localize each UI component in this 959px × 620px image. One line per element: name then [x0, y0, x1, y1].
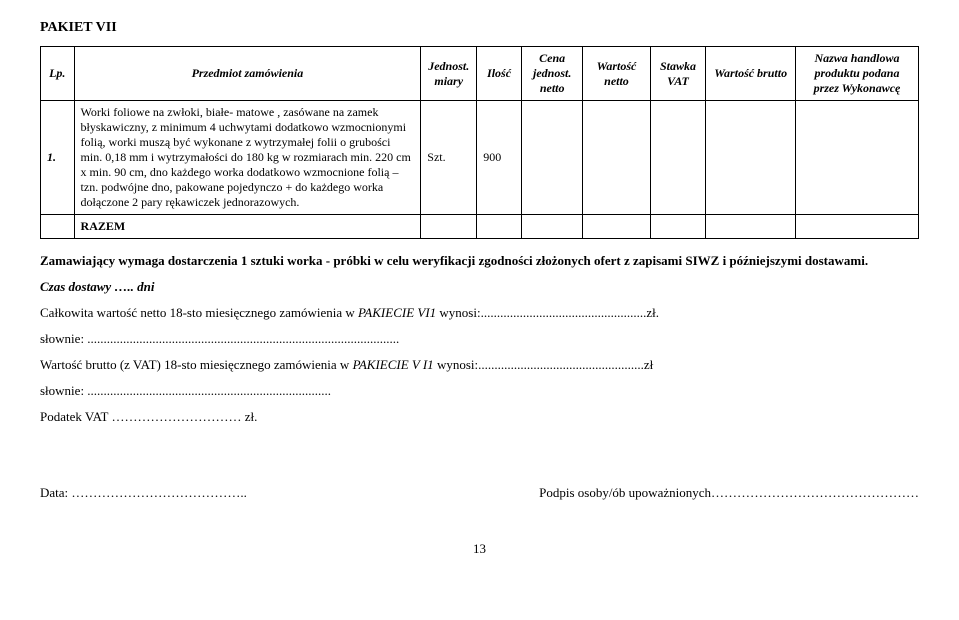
cell-empty: [41, 215, 75, 239]
order-table: Lp. Przedmiot zamówienia Jednost. miary …: [40, 46, 919, 239]
col-stawka: Stawka VAT: [650, 47, 706, 101]
header-row: Lp. Przedmiot zamówienia Jednost. miary …: [41, 47, 919, 101]
cell-unit: Szt.: [421, 101, 477, 215]
brutto-prefix: Wartość brutto (z VAT) 18-sto miesięczne…: [40, 357, 353, 372]
calkowita-prefix: Całkowita wartość netto 18-sto miesięczn…: [40, 305, 358, 320]
cell-empty: [583, 215, 650, 239]
cell-cena: [521, 101, 583, 215]
col-wnetto: Wartość netto: [583, 47, 650, 101]
slownie1: słownie: ...............................…: [40, 331, 919, 347]
cell-empty: [650, 215, 706, 239]
wymaga-text: Zamawiający wymaga dostarczenia 1 sztuki…: [40, 253, 919, 269]
cell-desc: Worki foliowe na zwłoki, białe- matowe ,…: [74, 101, 421, 215]
calkowita-pak: PAKIECIE VI1: [358, 305, 436, 320]
section-title: PAKIET VII: [40, 20, 919, 36]
table-row: 1. Worki foliowe na zwłoki, białe- matow…: [41, 101, 919, 215]
col-jednost: Jednost. miary: [421, 47, 477, 101]
cell-empty: [477, 215, 522, 239]
col-nazwa: Nazwa handlowa produktu podana przez Wyk…: [795, 47, 918, 101]
cell-razem: RAZEM: [74, 215, 421, 239]
cell-empty: [795, 215, 918, 239]
col-ilosc: Ilość: [477, 47, 522, 101]
razem-row: RAZEM: [41, 215, 919, 239]
brutto-suffix: wynosi:.................................…: [434, 357, 654, 372]
brutto-line: Wartość brutto (z VAT) 18-sto miesięczne…: [40, 357, 919, 373]
calkowita-suffix: wynosi:.................................…: [436, 305, 659, 320]
footer: Data: ………………………………….. Podpis osoby/ób up…: [40, 485, 919, 501]
cell-lp: 1.: [41, 101, 75, 215]
cell-wbrutto: [706, 101, 795, 215]
col-przedmiot: Przedmiot zamówienia: [74, 47, 421, 101]
col-wbrutto: Wartość brutto: [706, 47, 795, 101]
data-field: Data: …………………………………..: [40, 485, 247, 501]
czas-dostawy: Czas dostawy ….. dni: [40, 279, 919, 295]
brutto-pak: PAKIECIE V I1: [353, 357, 434, 372]
slownie2: słownie: ...............................…: [40, 383, 919, 399]
cell-nazwa: [795, 101, 918, 215]
cell-empty: [421, 215, 477, 239]
cell-empty: [521, 215, 583, 239]
podpis-field: Podpis osoby/ób upoważnionych………………………………: [539, 485, 919, 501]
cell-stawka: [650, 101, 706, 215]
col-cena: Cena jednost. netto: [521, 47, 583, 101]
calkowita-line: Całkowita wartość netto 18-sto miesięczn…: [40, 305, 919, 321]
cell-wnetto: [583, 101, 650, 215]
podatek: Podatek VAT ………………………… zł.: [40, 409, 919, 425]
page-number: 13: [40, 541, 919, 557]
cell-qty: 900: [477, 101, 522, 215]
cell-empty: [706, 215, 795, 239]
col-lp: Lp.: [41, 47, 75, 101]
